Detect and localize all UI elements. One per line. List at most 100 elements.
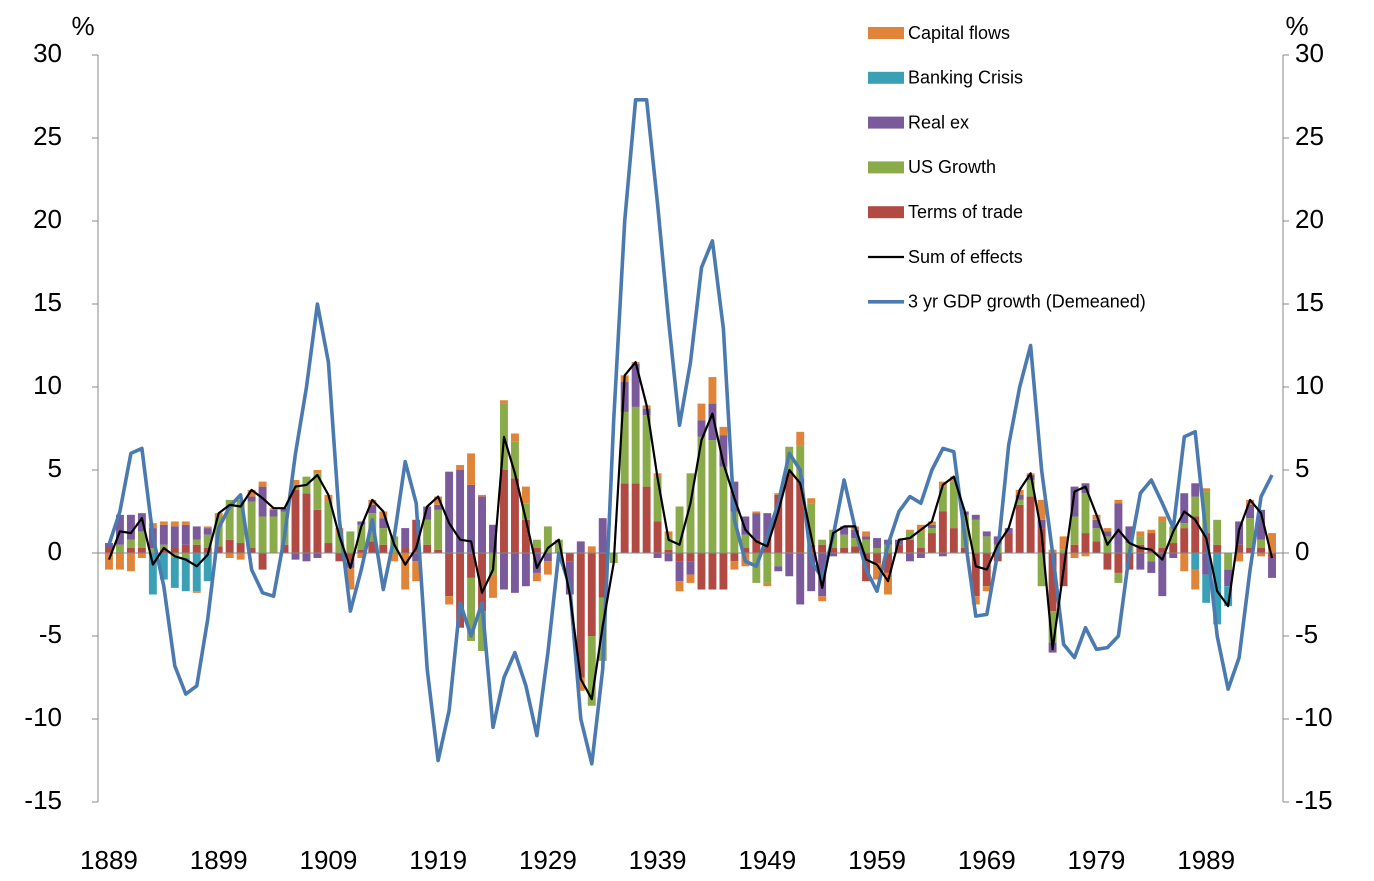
bar-segment [960, 548, 969, 553]
bar-segment [521, 486, 530, 504]
bar-segment [829, 553, 838, 557]
bar-segment [741, 548, 750, 553]
y2-tick-label: 20 [1295, 204, 1324, 234]
bar-segment [148, 548, 157, 553]
y2-tick-label: 25 [1295, 121, 1324, 151]
bar-segment [982, 586, 991, 592]
bar-segment [796, 553, 805, 605]
bar-segment [214, 546, 223, 553]
line-series [107, 361, 1274, 701]
bar-segment [510, 478, 519, 553]
bar-segment [105, 553, 113, 570]
bar-segment [543, 553, 552, 562]
bar-segment [412, 561, 421, 582]
bar-segment [115, 514, 124, 545]
bar-segment [1268, 533, 1276, 553]
bar-segment [1136, 536, 1145, 545]
bar-segment [203, 534, 212, 549]
bar-segment [1191, 569, 1200, 590]
y-tick-label: -10 [24, 702, 62, 732]
bar-segment [247, 496, 256, 502]
bar-segment [313, 473, 322, 510]
bar-segment [774, 553, 783, 567]
bar-segment [982, 531, 991, 537]
y2-tick-label: 30 [1295, 38, 1324, 68]
bar-segment [521, 553, 530, 587]
bar-segment [763, 513, 772, 537]
bar-segment [225, 539, 234, 553]
bar-segment [1158, 521, 1167, 549]
bar-segment [1081, 553, 1090, 557]
legend-label: Capital flows [908, 23, 1010, 43]
bar-segment [916, 524, 925, 532]
bar-segment [851, 546, 860, 553]
bar-segment [1070, 516, 1079, 545]
bar-segment [1125, 526, 1134, 544]
y-tick-label: 5 [48, 453, 62, 483]
bar-segment [708, 553, 717, 590]
bar-segment [1015, 499, 1024, 505]
bar-segment [1092, 519, 1101, 529]
y-tick-label: 25 [33, 121, 62, 151]
y-tick-label: 20 [33, 204, 62, 234]
bar-segment [324, 501, 333, 544]
bar-segment [697, 403, 706, 421]
bar-segment [719, 553, 728, 590]
bar-segment [225, 553, 234, 558]
bar-segment [686, 473, 695, 553]
bar-segment [434, 509, 443, 550]
x-tick-label: 1929 [519, 845, 577, 875]
bar-segment [774, 494, 783, 553]
bar-segment [697, 436, 706, 553]
bar-segment [181, 524, 190, 545]
bar-segment [598, 518, 607, 553]
bar-segment [159, 521, 168, 525]
bar-segment [203, 528, 212, 535]
bar-segment [280, 508, 289, 512]
bar-segment [159, 553, 168, 580]
line-series [107, 98, 1274, 766]
bar-segment [357, 553, 366, 558]
bar-segment [884, 553, 892, 573]
bar-segment [445, 596, 454, 605]
bar-segment [467, 453, 476, 485]
bar-segment [675, 553, 684, 562]
bar-segment [1114, 499, 1123, 504]
bar-segment [258, 516, 267, 553]
bar-segment [357, 549, 366, 553]
bar-segment [478, 611, 486, 651]
bar-segment [1169, 543, 1178, 553]
bar-segment [423, 544, 432, 553]
y-tick-label: 0 [48, 536, 62, 566]
bar-segment [1070, 544, 1079, 553]
bar-segment [873, 548, 881, 553]
bar-segment [148, 553, 157, 595]
bar-segment [1158, 553, 1167, 597]
bar-segment [192, 539, 201, 545]
bar-segment [170, 548, 179, 553]
bar-segment [280, 544, 289, 553]
y-tick-label: -5 [39, 619, 62, 649]
bar-segment [159, 549, 168, 553]
bar-segment [905, 539, 914, 553]
bar-segment [873, 562, 881, 580]
bar-segment [686, 553, 695, 562]
legend-swatch [868, 206, 904, 219]
bar-segment [1191, 553, 1200, 570]
bar-segment [818, 596, 827, 602]
bar-segment [1026, 496, 1035, 553]
bar-segment [258, 481, 267, 487]
y2-tick-label: -15 [1295, 785, 1333, 815]
bar-segment [247, 489, 256, 497]
bar-segment [620, 382, 629, 412]
legend-label: Real ex [908, 112, 969, 132]
y2-tick-label: 0 [1295, 536, 1309, 566]
bar-segment [489, 524, 497, 553]
x-tick-label: 1919 [409, 845, 467, 875]
bar-segment [181, 557, 190, 592]
y2-tick-label: 15 [1295, 287, 1324, 317]
bar-segment [1147, 561, 1156, 573]
bar-segment [796, 445, 805, 479]
bar-segment [1202, 553, 1211, 575]
